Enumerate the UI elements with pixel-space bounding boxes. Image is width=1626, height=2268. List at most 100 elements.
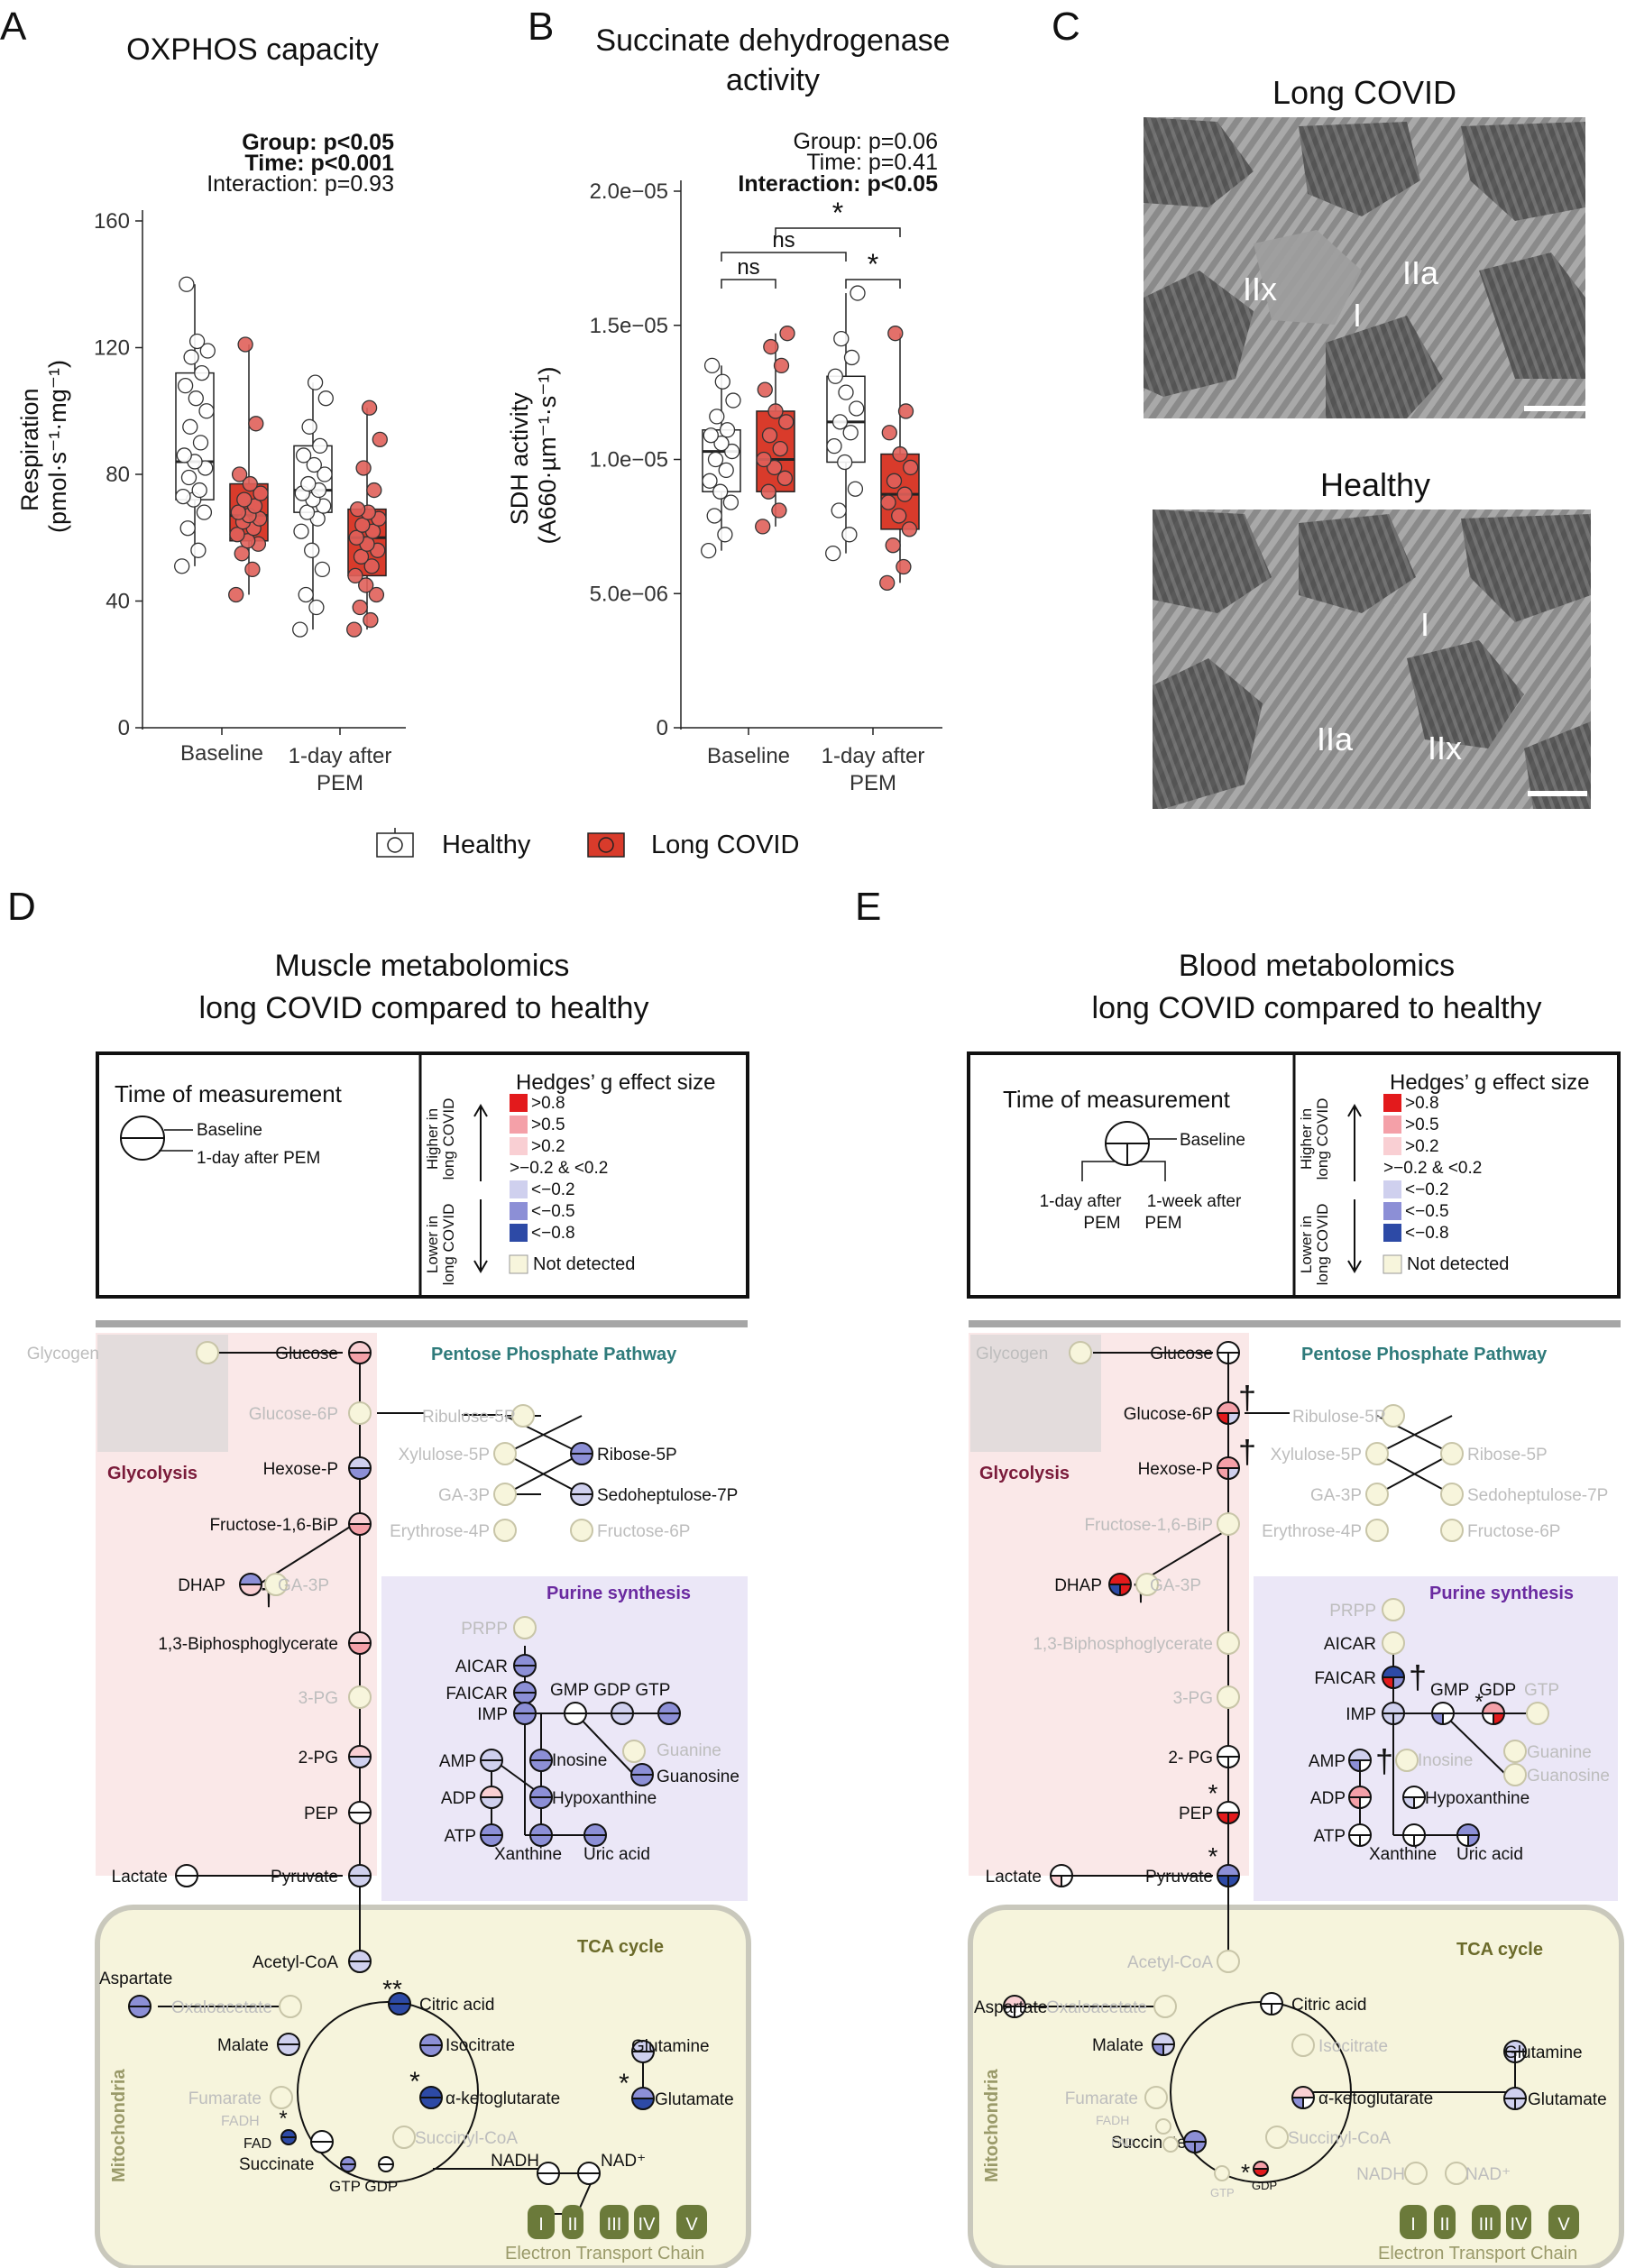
metabolite-label: PRPP [1329, 1602, 1376, 1621]
metabolite-node [1503, 1763, 1527, 1786]
node-circle [570, 1519, 593, 1542]
node-segment [349, 1746, 371, 1757]
legend-time-baseline: Baseline [197, 1121, 262, 1140]
node-segment [1061, 1876, 1072, 1887]
metabolite-label: Fumarate [188, 2089, 262, 2108]
node-segment [537, 2162, 559, 2173]
node-circle [1365, 1483, 1389, 1506]
etc-complex [676, 2205, 707, 2239]
data-point [722, 494, 740, 510]
metabolite-label: GDP [1252, 2179, 1277, 2192]
data-point [714, 373, 730, 390]
metabolite-label: Guanine [657, 1741, 721, 1760]
metabolite-node [279, 1995, 302, 2018]
micrographs: Long COVID IIx I IIa Healthy I I [1144, 74, 1591, 809]
y-tick-label: 40 [106, 590, 130, 614]
metabolite-label: 3-PG [299, 1689, 338, 1708]
section-mito-d: Mitochondria [109, 2069, 129, 2182]
data-point [880, 494, 896, 510]
metabolite-node [348, 1801, 372, 1824]
data-point [847, 481, 864, 497]
metabolite-node [348, 1341, 372, 1364]
data-point [301, 418, 317, 435]
node-segment [1468, 1835, 1479, 1846]
data-point [199, 343, 216, 359]
data-point [229, 527, 245, 543]
fiber-label: IIa [1317, 721, 1354, 758]
node-segment [1504, 2098, 1515, 2109]
data-point [242, 475, 258, 492]
panel-e-title-2: long COVID compared to healthy [1092, 991, 1542, 1025]
y-tick-label: 0 [118, 716, 130, 740]
data-point [703, 427, 719, 444]
metabolite-node [310, 2130, 334, 2153]
metabolite-label: Fumarate [1065, 2089, 1138, 2108]
node-segment [129, 1996, 151, 2006]
node-circle [1153, 1995, 1177, 2018]
node-segment [420, 2034, 442, 2045]
node-segment [481, 1786, 502, 1797]
section-tca-e: TCA cycle [1456, 1940, 1543, 1960]
node-circle [279, 1995, 302, 2018]
metabolite-node [1431, 1702, 1455, 1725]
section-ppp-e: Pentose Phosphate Pathway [1301, 1345, 1548, 1364]
effect-swatch [510, 1094, 528, 1112]
data-point [314, 561, 331, 578]
node-segment [530, 1824, 552, 1835]
metabolite-label: FADH [221, 2114, 260, 2129]
node-segment [1292, 2098, 1303, 2108]
node-segment [565, 1713, 586, 1724]
node-segment [1153, 2044, 1163, 2055]
up-arrow-head [473, 1104, 488, 1117]
data-point [760, 483, 776, 500]
y-tick-label: 120 [94, 336, 130, 361]
etc-complex-label: II [1439, 2215, 1449, 2235]
node-segment [1120, 1584, 1131, 1595]
y-tick-label: 80 [106, 463, 130, 487]
etc-complex [600, 2205, 629, 2239]
data-point [304, 542, 320, 558]
section-glycolysis-d: Glycolysis [107, 1464, 198, 1483]
metabolite-node [631, 2087, 655, 2110]
effect-swatch [510, 1137, 528, 1155]
section-tca-d: TCA cycle [577, 1937, 664, 1957]
data-point [849, 400, 865, 417]
metabolite-label: ATP [1313, 1827, 1346, 1846]
data-point [709, 409, 725, 425]
node-segment [1261, 1993, 1282, 2004]
data-point [702, 473, 718, 489]
legend-time-1week: 1-week after [1147, 1192, 1242, 1211]
data-point [896, 558, 912, 575]
node-segment [530, 1760, 552, 1771]
y-tick-label: 160 [94, 209, 130, 234]
metabolite-node [348, 1401, 372, 1425]
node-segment [1383, 1713, 1393, 1724]
node-circle [392, 2126, 416, 2149]
metabolite-label: Fructose-1,6-BiP [209, 1516, 338, 1535]
metabolite-node [419, 2034, 443, 2057]
metabolite-label: Pyruvate [1145, 1868, 1213, 1887]
node-segment [584, 1835, 606, 1846]
metabolite-node [577, 2162, 601, 2185]
data-point [713, 435, 730, 452]
significance-mark: * [1208, 1842, 1218, 1870]
node-segment [420, 2045, 442, 2056]
etc-complex-label: IV [1511, 2215, 1529, 2235]
metabolite-label: Isocitrate [446, 2036, 515, 2055]
legend-time-title: Time of measurement [1003, 1086, 1231, 1113]
metabolite-label: GMP [1430, 1681, 1469, 1700]
metabolite-node [630, 1763, 654, 1786]
metabolite-label: Glucose [1150, 1345, 1213, 1364]
node-segment [1360, 1835, 1371, 1846]
effect-swatch [1383, 1094, 1401, 1112]
chart-b-title-2: activity [726, 63, 820, 97]
node-segment [1349, 1824, 1371, 1835]
data-point [897, 403, 914, 419]
node-segment [481, 1749, 502, 1760]
chart-a-stat-interaction: Interaction: p=0.93 [207, 171, 394, 197]
metabolite-label: Guanosine [1527, 1767, 1610, 1786]
metabolite-node [1382, 1598, 1405, 1621]
data-point [719, 422, 736, 438]
chart-a-title: OXPHOS capacity [126, 32, 379, 67]
down-arrow-head [1347, 1260, 1362, 1273]
